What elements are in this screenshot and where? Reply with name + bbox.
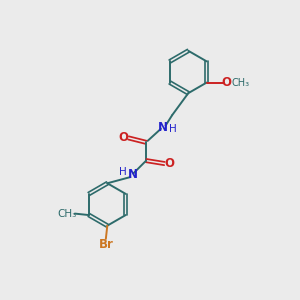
Text: CH₃: CH₃ [57,208,76,219]
Text: N: N [158,121,168,134]
Text: H: H [119,167,127,177]
Text: CH₃: CH₃ [231,78,249,88]
Text: O: O [165,157,175,170]
Text: H: H [169,124,176,134]
Text: N: N [128,168,138,181]
Text: O: O [221,76,231,89]
Text: Br: Br [98,238,113,251]
Text: O: O [118,131,128,144]
